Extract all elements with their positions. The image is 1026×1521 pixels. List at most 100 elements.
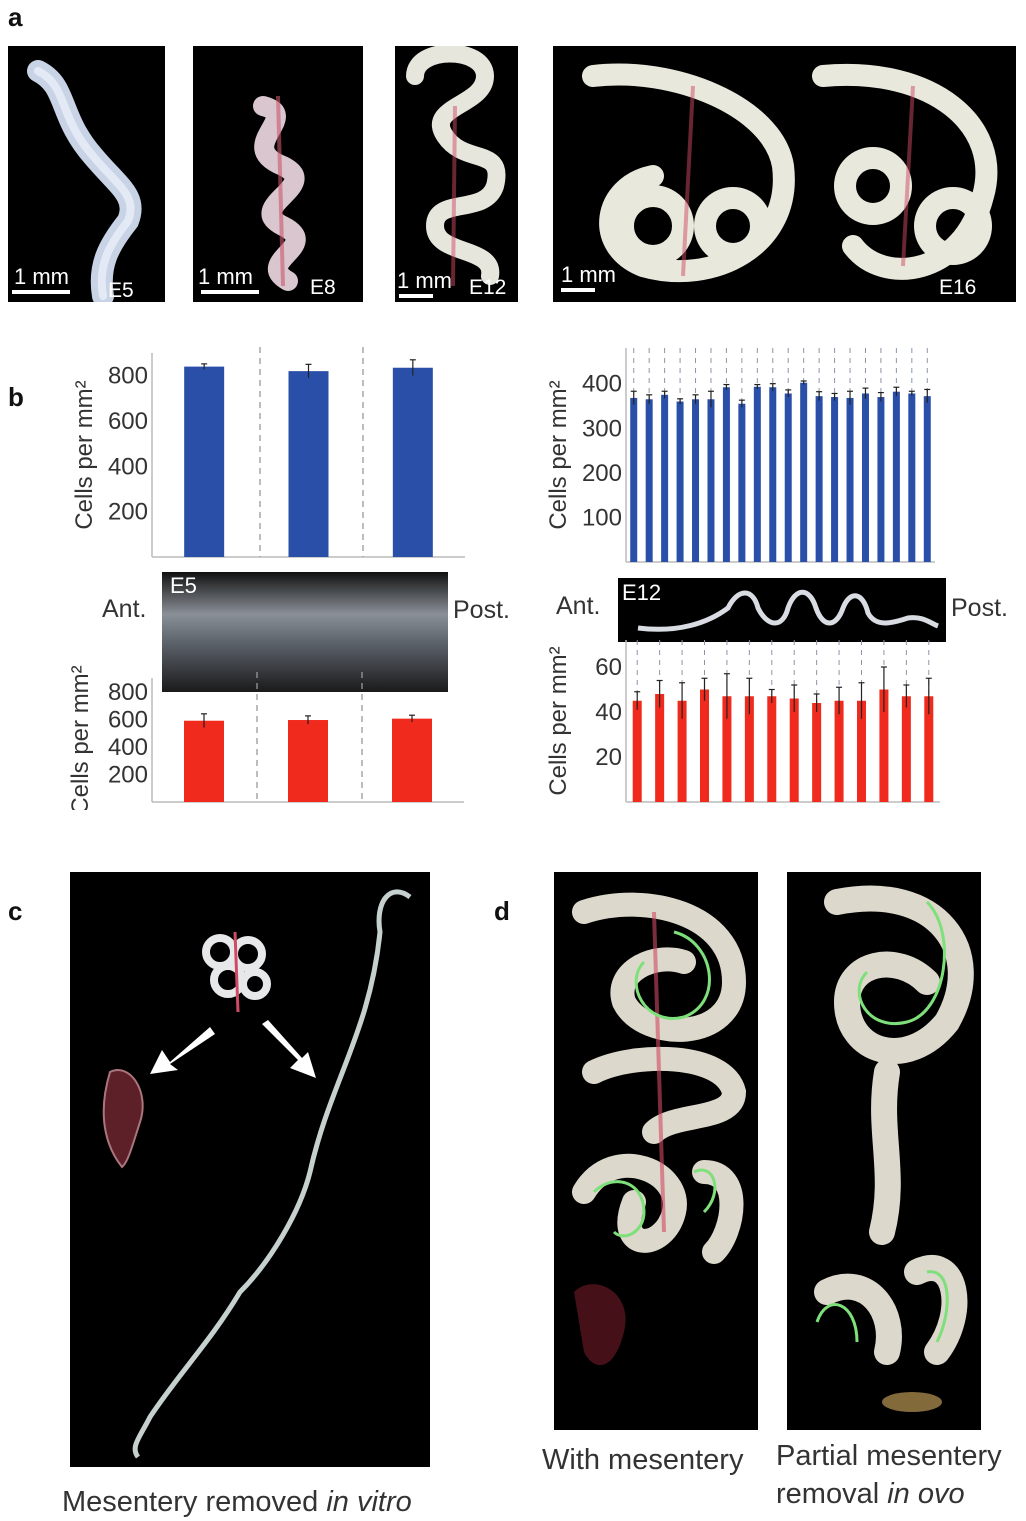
chart-b-right-bottom: 20 40 60 Cells per mm² bbox=[545, 640, 940, 803]
bar-3 bbox=[676, 401, 684, 562]
y-tick-label-1: 40 bbox=[595, 699, 622, 726]
y-tick-label-1: 400 bbox=[108, 734, 148, 761]
scale-label-e16: 1 mm bbox=[561, 262, 616, 287]
scale-bar-e16 bbox=[561, 288, 595, 292]
bar-2 bbox=[392, 718, 432, 802]
caption-c: Mesentery removed in vitro bbox=[62, 1486, 412, 1519]
panel-c-label: c bbox=[8, 896, 23, 926]
scale-bar-e5 bbox=[12, 290, 70, 294]
bar-17 bbox=[892, 391, 900, 562]
y-tick-label-0: 200 bbox=[108, 499, 148, 526]
chart-b-right-top: 100 200 300 400 Cells per mm² bbox=[545, 348, 935, 563]
gut-e12-wave-drawing bbox=[637, 589, 939, 632]
panel-d-right-drawing bbox=[814, 885, 974, 1412]
y-tick-label-2: 600 bbox=[108, 706, 148, 733]
bar-12 bbox=[815, 396, 823, 562]
chart-b-left-top: 200 400 600 800 Cells per mm² bbox=[71, 347, 465, 558]
bar-18 bbox=[908, 393, 916, 562]
gut-e16-drawing bbox=[582, 63, 998, 283]
y-tick-label-1: 400 bbox=[108, 453, 148, 480]
bar-0 bbox=[630, 397, 638, 562]
bar-7 bbox=[738, 403, 746, 562]
photo-e5: 1 mm E5 bbox=[8, 46, 165, 302]
bar-3 bbox=[700, 689, 709, 802]
y-tick-label-3: 800 bbox=[108, 363, 148, 390]
y-tick-label-2: 600 bbox=[108, 408, 148, 435]
image-b-left-label: E5 bbox=[170, 573, 197, 598]
caption-d-right-line2: removal in ovo bbox=[776, 1478, 965, 1511]
caption-c-italic: in vitro bbox=[326, 1486, 412, 1518]
photo-c bbox=[70, 872, 430, 1467]
bar-5 bbox=[707, 399, 715, 562]
post-label-right: Post. bbox=[951, 594, 1008, 622]
gut-e5-drawing bbox=[27, 60, 142, 302]
scale-bar-e12 bbox=[399, 294, 433, 298]
photo-d-with-mesentery bbox=[554, 872, 758, 1430]
image-b-left-e5: E5 bbox=[162, 572, 448, 692]
y-tick-label-2: 300 bbox=[582, 415, 622, 442]
y-tick-label-3: 800 bbox=[108, 679, 148, 706]
y-tick-label-3: 400 bbox=[582, 371, 622, 398]
bar-1 bbox=[655, 694, 665, 802]
y-axis-label: Cells per mm² bbox=[71, 380, 98, 529]
bar-9 bbox=[769, 387, 777, 562]
bar-10 bbox=[784, 393, 792, 562]
scale-label-e8: 1 mm bbox=[198, 264, 253, 289]
y-tick-label-1: 200 bbox=[582, 460, 622, 487]
bar-9 bbox=[834, 700, 844, 802]
bar-13 bbox=[831, 397, 839, 562]
image-b-right-e12: E12 bbox=[618, 578, 946, 642]
photo-d-partial-removal bbox=[787, 872, 981, 1430]
photo-e12: 1 mm E12 bbox=[395, 46, 518, 302]
stage-label-e12: E12 bbox=[469, 276, 507, 299]
caption-c-plain: Mesentery removed bbox=[62, 1486, 327, 1518]
bar-1 bbox=[288, 371, 329, 557]
bar-11 bbox=[879, 689, 889, 802]
bar-6 bbox=[767, 696, 777, 802]
caption-d-right-line1: Partial mesentery bbox=[776, 1440, 1002, 1472]
bar-1 bbox=[288, 720, 328, 802]
scale-label-e5: 1 mm bbox=[14, 264, 69, 289]
ant-label-left: Ant. bbox=[102, 595, 147, 623]
bar-2 bbox=[392, 367, 433, 557]
y-tick-label-0: 200 bbox=[108, 761, 148, 788]
bar-2 bbox=[677, 700, 687, 802]
bar-8 bbox=[812, 703, 822, 802]
y-axis-label: Cells per mm² bbox=[545, 380, 572, 529]
stage-label-e8: E8 bbox=[310, 276, 336, 299]
bar-5 bbox=[744, 696, 754, 802]
bar-4 bbox=[722, 696, 732, 802]
stage-label-e5: E5 bbox=[108, 279, 134, 302]
bar-7 bbox=[789, 698, 799, 802]
bar-13 bbox=[924, 696, 934, 802]
panel-a-label: a bbox=[8, 2, 23, 32]
photo-e8: 1 mm E8 bbox=[193, 46, 363, 302]
gut-e12-drawing bbox=[406, 46, 506, 287]
bar-14 bbox=[846, 397, 854, 562]
bar-0 bbox=[184, 720, 224, 802]
bar-4 bbox=[692, 399, 700, 562]
bar-19 bbox=[923, 396, 931, 562]
y-tick-label-0: 20 bbox=[595, 744, 622, 771]
image-b-right-label: E12 bbox=[622, 580, 662, 605]
panel-d-label: d bbox=[494, 896, 510, 926]
scale-label-e12: 1 mm bbox=[397, 268, 452, 293]
stage-label-e16: E16 bbox=[939, 276, 977, 299]
caption-d-right-plain: removal bbox=[776, 1478, 888, 1510]
y-tick-label-0: 100 bbox=[582, 504, 622, 531]
bar-6 bbox=[722, 387, 730, 562]
bar-0 bbox=[184, 366, 225, 557]
photo-e16: 1 mm E16 bbox=[553, 46, 1016, 302]
caption-d-left: With mesentery bbox=[542, 1444, 744, 1476]
y-axis-label: Cells per mm² bbox=[545, 646, 572, 795]
panel-b-label: b bbox=[8, 382, 24, 412]
bar-8 bbox=[753, 386, 761, 562]
post-label-left: Post. bbox=[453, 596, 510, 624]
gut-e8-drawing bbox=[253, 95, 306, 291]
ant-label-right: Ant. bbox=[556, 592, 601, 620]
scale-bar-e8 bbox=[201, 290, 259, 294]
bar-15 bbox=[861, 393, 869, 562]
bar-0 bbox=[632, 700, 642, 802]
bar-2 bbox=[661, 394, 669, 562]
bar-16 bbox=[877, 397, 885, 562]
